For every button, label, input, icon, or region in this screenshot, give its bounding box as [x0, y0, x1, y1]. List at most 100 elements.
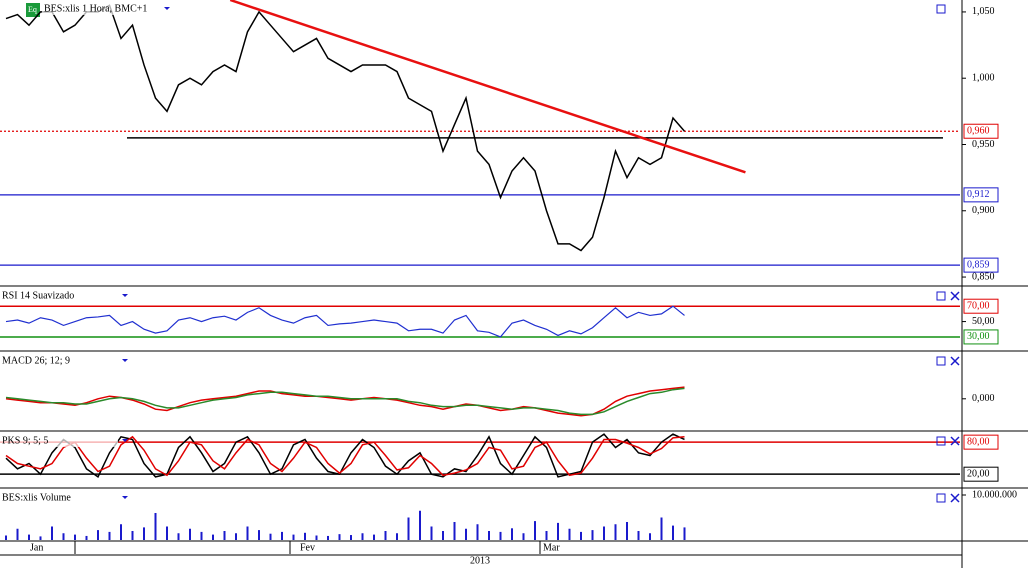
- volume-bar: [488, 530, 490, 540]
- volume-bar: [683, 527, 686, 540]
- dropdown-arrow[interactable]: [122, 294, 128, 297]
- level-label: 0,960: [967, 126, 990, 137]
- month-label: Jan: [30, 542, 43, 553]
- panel-title-bg: [0, 434, 118, 447]
- volume-bar: [384, 530, 387, 540]
- level-label: 30,00: [967, 331, 990, 342]
- volume-bar: [177, 533, 180, 540]
- level-label: 0,912: [967, 189, 990, 200]
- volume-bar: [626, 521, 628, 540]
- level-label-box: [963, 466, 999, 482]
- volume-bar: [189, 528, 191, 540]
- volume-bar: [557, 522, 559, 540]
- volume-bar: [350, 535, 352, 540]
- dropdown-arrow[interactable]: [164, 7, 170, 10]
- volume-bar: [580, 531, 582, 540]
- volume-bar: [442, 530, 444, 540]
- volume-bar: [591, 530, 594, 540]
- eq-icon-text: Eq: [28, 5, 37, 14]
- volume-bar: [649, 533, 651, 540]
- volume-bar: [672, 525, 674, 540]
- maximize-button[interactable]: [936, 4, 946, 14]
- panel-title-bg: [0, 289, 118, 302]
- volume-bar: [5, 535, 7, 540]
- volume-bar: [97, 530, 99, 540]
- level-label: 80,00: [967, 436, 990, 447]
- close-button[interactable]: [950, 436, 960, 446]
- volume-bar: [74, 534, 76, 540]
- volume-bar: [361, 533, 364, 540]
- panel-title: BES:xlis Volume: [2, 492, 71, 503]
- month-label: Mar: [543, 542, 560, 553]
- volume-bar: [223, 530, 226, 540]
- level-label-box: [963, 298, 999, 314]
- dropdown-arrow[interactable]: [122, 359, 128, 362]
- panel-title: BES:xlis 1 Hora, BMC+1: [44, 3, 147, 14]
- level-label-box: [963, 187, 999, 203]
- volume-bar: [453, 521, 456, 540]
- level-label-box: [963, 123, 999, 139]
- eq-icon[interactable]: [26, 3, 40, 17]
- close-button[interactable]: [950, 356, 960, 366]
- volume-bar: [603, 526, 605, 540]
- volume-bar: [28, 534, 30, 540]
- series-line: [5, 305, 685, 338]
- volume-bar: [258, 530, 260, 540]
- volume-bar: [511, 528, 513, 540]
- volume-bar: [419, 510, 421, 540]
- volume-bar: [166, 526, 168, 540]
- volume-bar: [62, 533, 65, 540]
- dropdown-arrow[interactable]: [122, 496, 128, 499]
- y-tick-label: 1,050: [972, 6, 995, 17]
- volume-bar: [522, 533, 525, 540]
- volume-bar: [327, 535, 329, 540]
- panel-title-bg: [0, 491, 118, 504]
- y-tick-label: 1,000: [972, 73, 995, 84]
- series-line: [5, 433, 685, 478]
- volume-bar: [430, 526, 433, 540]
- y-tick-label: 50,00: [972, 316, 995, 327]
- volume-bar: [108, 531, 111, 540]
- volume-bar: [16, 528, 19, 540]
- level-label-box: [963, 257, 999, 273]
- volume-bar: [235, 533, 237, 540]
- volume-bar: [614, 524, 617, 540]
- close-button[interactable]: [950, 493, 960, 503]
- volume-bar: [373, 534, 375, 540]
- volume-bar: [120, 524, 122, 540]
- volume-bar: [465, 528, 467, 540]
- volume-bar: [154, 512, 157, 540]
- level-label: 20,00: [967, 468, 990, 479]
- month-label: Fev: [300, 542, 315, 553]
- volume-bar: [315, 535, 318, 540]
- y-tick-label: 0,000: [972, 393, 995, 404]
- maximize-button[interactable]: [936, 436, 946, 446]
- series-line: [5, 4, 686, 252]
- level-label-box: [963, 434, 999, 450]
- volume-bar: [534, 521, 536, 540]
- volume-bar: [499, 531, 502, 540]
- close-button[interactable]: [950, 291, 960, 301]
- volume-bar: [200, 531, 203, 540]
- maximize-button[interactable]: [936, 356, 946, 366]
- level-label: 70,00: [967, 301, 990, 312]
- volume-bar: [545, 530, 548, 540]
- volume-bar: [281, 531, 283, 540]
- volume-bar: [269, 533, 272, 540]
- volume-bar: [131, 530, 134, 540]
- volume-bar: [660, 517, 663, 540]
- volume-bar: [338, 534, 341, 540]
- trendline: [229, 0, 746, 174]
- dropdown-arrow[interactable]: [122, 439, 128, 442]
- volume-bar: [143, 527, 145, 540]
- maximize-button[interactable]: [936, 291, 946, 301]
- volume-bar: [407, 517, 410, 540]
- volume-bar: [396, 533, 398, 540]
- volume-bar: [212, 534, 214, 540]
- level-label: 0,859: [967, 259, 990, 270]
- maximize-button[interactable]: [936, 493, 946, 503]
- volume-bar: [304, 532, 306, 540]
- y-tick-label: 0,850: [972, 271, 995, 282]
